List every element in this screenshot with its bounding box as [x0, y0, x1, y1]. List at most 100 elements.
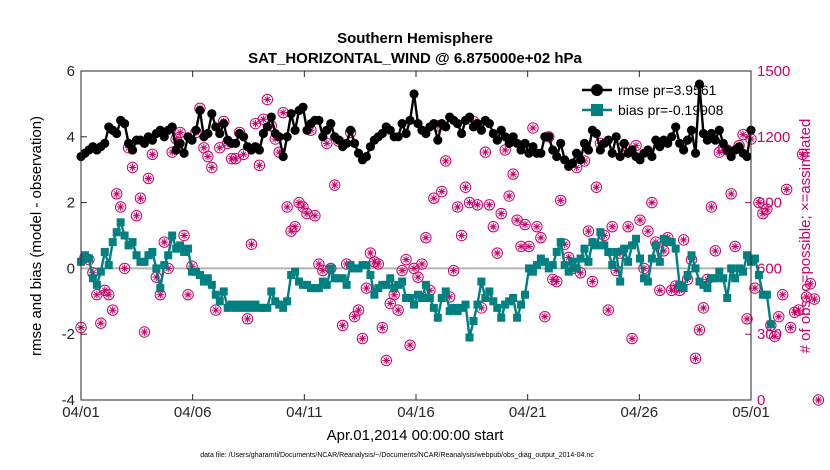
obs-possible-circle	[134, 192, 147, 204]
obs-assimilated-star	[715, 148, 724, 156]
obs-point	[606, 221, 618, 233]
rmse-point	[298, 102, 308, 112]
obs-assimilated-star	[513, 216, 521, 224]
obs-assimilated-star	[382, 356, 391, 365]
obs-point	[705, 201, 718, 213]
x-tick-label: 05/01	[732, 404, 770, 421]
obs-point	[293, 196, 305, 209]
x-tick-label: 04/26	[621, 404, 659, 421]
obs-assimilated-star	[505, 192, 513, 200]
bias-point	[469, 317, 478, 326]
bias-series	[77, 218, 775, 342]
bias-point	[461, 300, 470, 309]
bias-point	[152, 264, 161, 273]
obs-assimilated-star	[120, 264, 129, 273]
obs-possible-circle	[158, 236, 170, 248]
rmse-point	[690, 148, 701, 158]
obs-assimilated-star	[93, 290, 101, 299]
obs-assimilated-star	[786, 323, 795, 332]
obs-point	[91, 289, 103, 301]
rmse-point	[607, 148, 617, 158]
obs-assimilated-star	[683, 275, 692, 284]
rmse-point	[393, 132, 403, 142]
obs-point	[348, 310, 361, 323]
obs-assimilated-star	[564, 253, 573, 262]
rmse-point	[195, 105, 205, 116]
obs-assimilated-star	[291, 222, 299, 231]
obs-point	[602, 304, 614, 316]
bias-point	[624, 257, 633, 266]
bias-point	[219, 287, 228, 296]
legend: rmse pr=3.9561 bias pr=-0.19908	[582, 82, 724, 118]
obs-possible-circle	[372, 258, 385, 270]
obs-point	[396, 264, 408, 277]
obs-assimilated-star	[152, 273, 161, 281]
obs-possible-circle	[471, 199, 484, 211]
obs-assimilated-star	[112, 190, 121, 198]
bias-point	[156, 284, 165, 293]
bias-point	[112, 228, 121, 237]
obs-assimilated-star	[319, 266, 327, 275]
obs-point	[428, 192, 440, 204]
obs-possible-circle	[285, 225, 297, 237]
obs-point	[479, 146, 492, 158]
obs-possible-circle	[202, 150, 214, 163]
obs-possible-circle	[812, 394, 825, 406]
obs-assimilated-star	[255, 161, 264, 170]
bias-point	[386, 274, 395, 283]
obs-assimilated-star	[311, 211, 319, 220]
obs-point	[392, 304, 404, 316]
rmse-point	[611, 132, 621, 142]
obs-assimilated-star	[430, 194, 438, 203]
obs-point	[654, 284, 666, 297]
rmse-point	[536, 148, 546, 158]
obs-assimilated-star	[778, 290, 787, 299]
obs-possible-circle	[329, 179, 341, 191]
obs-possible-circle	[753, 196, 765, 209]
rmse-point	[262, 122, 272, 132]
bias-point	[715, 267, 724, 276]
obs-assimilated-star	[481, 148, 490, 156]
obs-assimilated-star	[644, 227, 652, 235]
obs-possible-circle	[507, 168, 519, 180]
obs-possible-circle	[642, 225, 654, 237]
obs-point	[118, 262, 131, 275]
obs-assimilated-star	[362, 284, 371, 292]
obs-point	[523, 240, 535, 253]
obs-assimilated-star	[592, 183, 601, 192]
obs-possible-circle	[348, 310, 361, 323]
rmse-point	[409, 89, 419, 99]
obs-point	[451, 201, 464, 213]
x-tick-label: 04/16	[397, 404, 435, 421]
obs-possible-circle	[634, 214, 646, 226]
obs-point	[471, 199, 484, 211]
obs-point	[138, 326, 151, 338]
obs-assimilated-star	[132, 211, 141, 220]
obs-possible-circle	[293, 196, 305, 209]
obs-possible-circle	[689, 352, 702, 365]
obs-point	[447, 264, 460, 277]
bias-point	[433, 313, 442, 322]
obs-possible-circle	[309, 210, 321, 222]
obs-assimilated-star	[200, 143, 208, 152]
obs-assimilated-star	[521, 220, 529, 229]
plot-frame	[80, 70, 752, 401]
obs-possible-circle	[404, 339, 416, 351]
obs-assimilated-star	[731, 242, 739, 251]
bias-point	[521, 290, 530, 299]
obs-assimilated-star	[489, 222, 498, 231]
obs-point	[253, 159, 266, 172]
obs-possible-circle	[142, 172, 155, 185]
bias-point	[683, 270, 692, 279]
rmse-point	[167, 122, 177, 132]
obs-assimilated-star	[802, 293, 811, 301]
obs-assimilated-star	[445, 293, 454, 301]
bias-point	[465, 333, 474, 342]
rmse-point	[615, 151, 625, 162]
bias-point	[572, 264, 581, 273]
obs-possible-circle	[582, 225, 595, 237]
obs-possible-circle	[420, 231, 432, 244]
bias-point	[743, 251, 752, 260]
obs-point	[539, 310, 551, 323]
